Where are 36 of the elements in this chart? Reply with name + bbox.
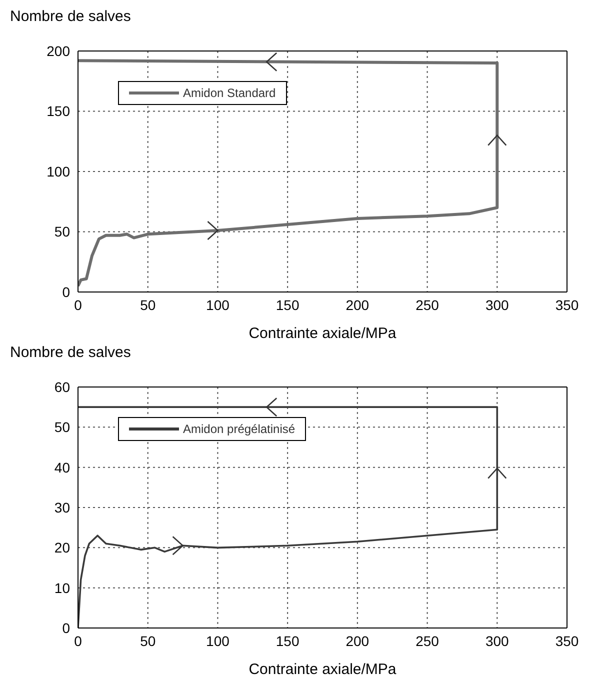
y-tick-label: 10 [54, 580, 70, 596]
x-tick-label: 100 [206, 296, 230, 313]
legend-label: Amidon Standard [183, 86, 276, 100]
y-tick-label: 0 [62, 284, 70, 300]
x-tick-label: 250 [416, 296, 440, 313]
x-tick-label: 50 [140, 296, 156, 313]
x-tick-label: 150 [276, 632, 300, 649]
y-tick-label: 50 [54, 419, 70, 436]
line-series [78, 406, 498, 628]
y-tick-label: 200 [46, 42, 70, 59]
x-axis-title: Contrainte axiale/MPa [248, 325, 397, 342]
legend-label: Amidon prégélatinisé [183, 422, 296, 436]
x-tick-label: 200 [346, 296, 370, 313]
x-tick-label: 0 [74, 296, 82, 313]
y-tick-label: 60 [54, 378, 70, 395]
x-tick-label: 100 [206, 632, 230, 649]
x-tick-label: 350 [555, 296, 579, 313]
y-tick-label: 20 [54, 540, 70, 556]
y-tick-label: 40 [54, 459, 70, 476]
y-axis-title: Nombre de salves [10, 8, 132, 26]
y-tick-label: 0 [62, 620, 70, 636]
y-axis-title: Nombre de salves [10, 344, 132, 362]
x-tick-label: 350 [555, 632, 579, 649]
x-tick-label: 0 [74, 632, 82, 649]
y-tick-label: 50 [54, 224, 70, 240]
x-axis-title: Contrainte axiale/MPa [248, 661, 397, 678]
x-tick-label: 150 [276, 296, 300, 313]
x-tick-label: 300 [485, 632, 510, 649]
x-tick-label: 50 [140, 632, 156, 649]
line-series [78, 59, 499, 288]
y-tick-label: 150 [46, 103, 70, 120]
y-tick-label: 30 [54, 499, 70, 516]
y-tick-label: 100 [46, 163, 70, 180]
x-tick-label: 300 [485, 296, 510, 313]
x-tick-label: 250 [416, 632, 440, 649]
x-tick-label: 200 [346, 632, 370, 649]
